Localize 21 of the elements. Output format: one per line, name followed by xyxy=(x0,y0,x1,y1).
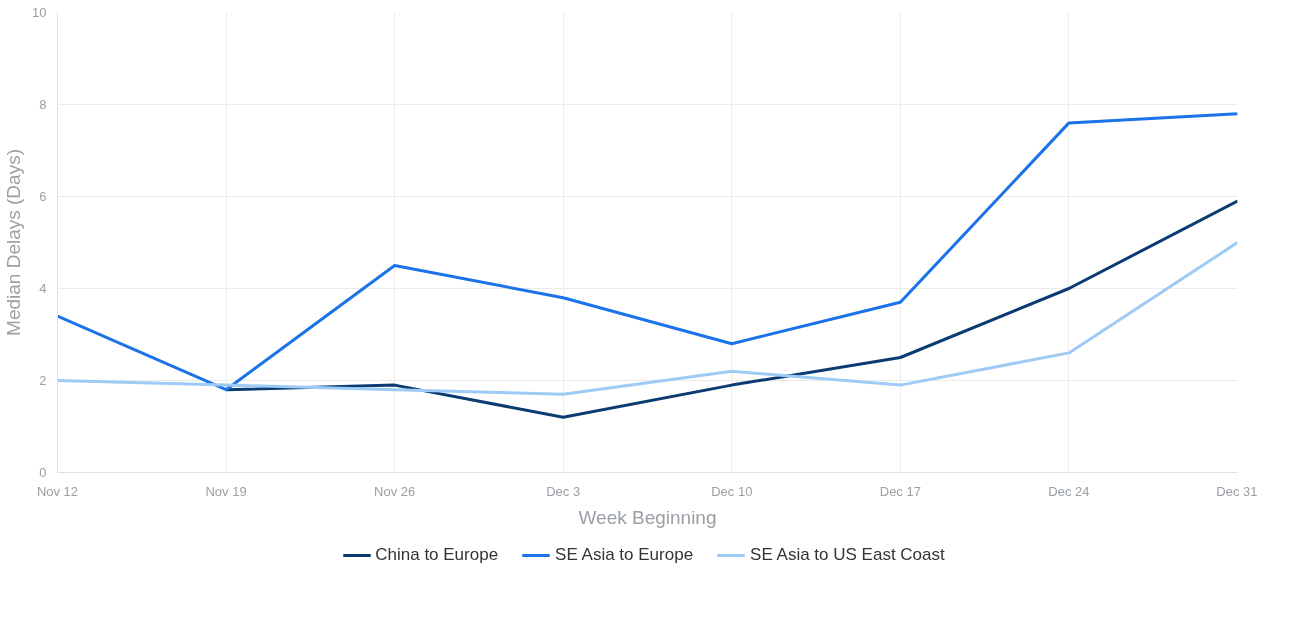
x-tick-label: Nov 12 xyxy=(36,483,79,499)
legend-label: SE Asia to US East Coast xyxy=(750,545,945,565)
x-tick-label: Dec 17 xyxy=(879,483,921,499)
x-tick-label: Dec 3 xyxy=(546,483,581,499)
x-tick-label: Dec 10 xyxy=(711,483,753,499)
y-tick-label: 6 xyxy=(39,189,47,204)
x-tick-label: Dec 31 xyxy=(1216,483,1258,499)
x-tick-label: Nov 26 xyxy=(374,483,416,499)
x-tick-label: Nov 19 xyxy=(205,483,247,499)
y-axis-title: Median Delays (Days) xyxy=(3,149,25,336)
line-series xyxy=(57,112,1238,392)
y-tick-label: 10 xyxy=(32,5,47,20)
x-axis-title: Week Beginning xyxy=(578,506,717,528)
legend-label: SE Asia to Europe xyxy=(555,545,694,565)
y-tick-label: 4 xyxy=(39,281,47,296)
y-tick-label: 2 xyxy=(39,373,47,388)
line-series xyxy=(57,241,1238,396)
legend-label: China to Europe xyxy=(375,545,499,565)
y-tick-label: 8 xyxy=(39,97,47,112)
x-tick-label: Dec 24 xyxy=(1048,483,1090,499)
y-tick-label: 0 xyxy=(39,465,47,480)
